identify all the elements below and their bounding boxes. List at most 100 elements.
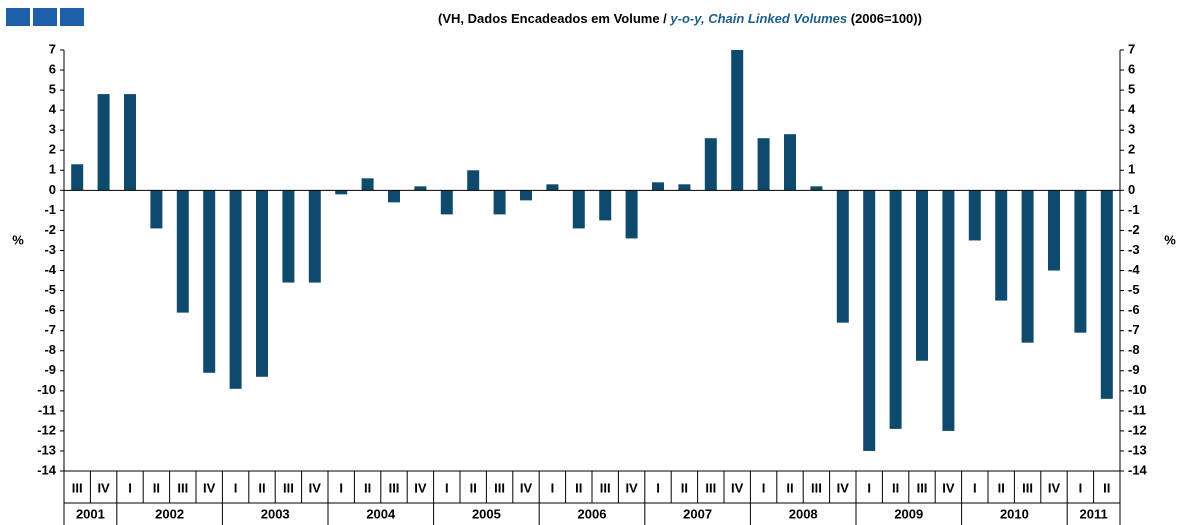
year-label: 2001 [76,506,105,521]
x-tick-label: III [705,480,716,495]
y-tick-label: 5 [49,82,56,97]
chart-title: (VH, Dados Encadeados em Volume / y-o-y,… [438,11,922,26]
y2-tick-label: -12 [1128,422,1147,437]
x-tick-label: I [234,480,238,495]
bar [361,178,374,191]
bar [652,182,664,191]
bar [546,184,559,191]
bar [572,190,585,229]
x-tick-label: III [917,480,928,495]
x-tick-label: III [389,480,400,495]
x-tick-label: IV [837,480,850,495]
bar [731,50,744,191]
title-part: y-o-y, Chain Linked Volumes [669,11,847,26]
y-tick-label: -7 [44,322,56,337]
x-tick-label: II [786,480,793,495]
y2-tick-label: -5 [1128,282,1140,297]
y-tick-label: 1 [49,162,56,177]
bar [704,138,717,191]
year-label: 2008 [789,506,818,521]
y-tick-label: -10 [37,382,56,397]
y-tick-label: -5 [44,282,56,297]
bar [520,190,532,201]
bar [916,190,928,361]
logo-block [6,8,30,26]
x-tick-label: III [600,480,611,495]
y2-tick-label: 5 [1128,82,1135,97]
y-tick-label: 3 [49,122,56,137]
y2-tick-label: 2 [1128,142,1135,157]
bar [124,94,136,191]
bar [71,164,84,191]
bar [308,190,321,283]
bar [467,170,480,191]
x-tick-label: IV [625,480,638,495]
x-tick-label: III [283,480,294,495]
year-label: 2010 [1000,506,1029,521]
bar [493,190,506,215]
title-part: (VH, Dados Encadeados em Volume / [438,11,670,26]
x-tick-label: I [762,480,766,495]
x-tick-label: IV [1048,480,1061,495]
x-tick-label: I [128,480,132,495]
x-tick-label: I [339,480,343,495]
y-tick-label: 4 [49,102,57,117]
bar [1074,190,1087,333]
bar [625,190,638,239]
y-tick-label: -4 [44,262,56,277]
x-tick-label: II [364,480,371,495]
y2-axis-label: % [1164,232,1176,247]
x-tick-label: I [1079,480,1083,495]
y2-tick-label: 3 [1128,122,1135,137]
bar [176,190,189,313]
x-tick-label: II [681,480,688,495]
bar [1100,190,1113,399]
x-tick-label: I [445,480,449,495]
bar [678,184,691,191]
bar [1048,190,1060,271]
y-tick-label: -8 [44,342,56,357]
x-tick-label: III [177,480,188,495]
bar [757,138,770,191]
x-tick-label: II [258,480,265,495]
y-tick-label: -12 [37,422,56,437]
x-tick-label: I [656,480,660,495]
y2-tick-label: 6 [1128,61,1135,76]
x-tick-label: III [811,480,822,495]
y2-tick-label: -13 [1128,442,1147,457]
y2-tick-label: -14 [1128,462,1148,477]
y-tick-label: -6 [44,302,56,317]
x-tick-label: II [470,480,477,495]
bar [836,190,849,323]
y-tick-label: 2 [49,142,56,157]
x-tick-label: I [867,480,871,495]
y-tick-label: 6 [49,61,56,76]
bar [599,190,612,221]
x-tick-label: IV [731,480,744,495]
x-tick-label: IV [309,480,322,495]
y-tick-label: -11 [38,402,56,417]
y2-tick-label: -10 [1128,382,1147,397]
x-tick-label: IV [203,480,216,495]
x-tick-label: II [892,480,899,495]
year-label: 2002 [155,506,184,521]
bar [889,190,902,429]
x-tick-label: II [575,480,582,495]
x-tick-label: I [973,480,977,495]
y2-tick-label: -2 [1128,222,1140,237]
bar [440,190,453,215]
x-tick-label: IV [942,480,955,495]
x-tick-label: IV [520,480,533,495]
x-tick-label: IV [414,480,427,495]
x-tick-label: III [494,480,505,495]
bar [229,190,242,389]
y2-tick-label: -6 [1128,302,1140,317]
bar [97,94,110,191]
x-tick-label: III [1022,480,1033,495]
bar [414,186,427,191]
x-tick-label: II [153,480,160,495]
year-label: 2009 [894,506,923,521]
bar [784,134,796,191]
title-part: (2006=100)) [847,11,922,26]
y-tick-label: -3 [44,242,56,257]
